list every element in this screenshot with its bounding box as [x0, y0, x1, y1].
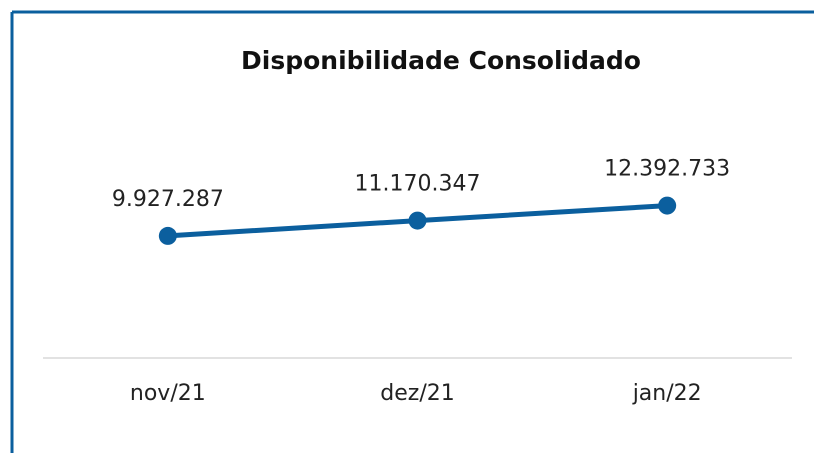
x-tick-label: nov/21 — [130, 381, 206, 406]
data-point — [158, 226, 177, 245]
chart-title: Disponibilidade Consolidado — [241, 46, 641, 75]
data-label: 9.927.287 — [112, 187, 224, 212]
data-label: 11.170.347 — [355, 172, 481, 197]
data-point — [408, 211, 427, 230]
data-label: 12.392.733 — [604, 157, 730, 182]
x-tick-label: dez/21 — [380, 381, 454, 406]
x-tick-label: jan/22 — [632, 381, 702, 406]
data-point — [658, 196, 677, 215]
